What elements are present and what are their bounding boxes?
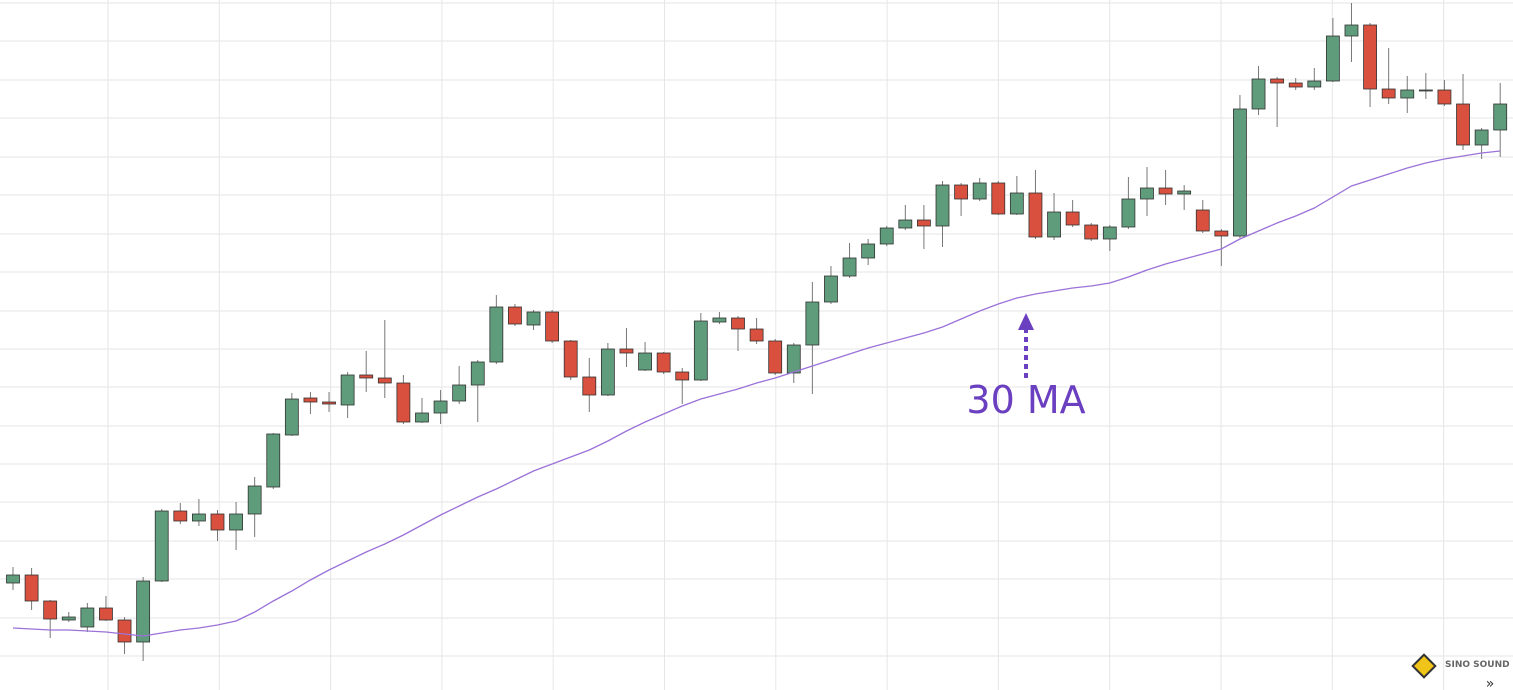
candle-body [1251, 78, 1266, 110]
candle-body [563, 340, 578, 378]
candle-body [1084, 224, 1099, 240]
candle-body [1009, 192, 1024, 215]
candle-body [1437, 89, 1452, 105]
candle-body [879, 227, 894, 245]
candle-body [210, 513, 225, 531]
candle-body [693, 320, 708, 381]
candle-body [582, 376, 597, 396]
candle-body [377, 377, 392, 384]
candle-body [1047, 211, 1061, 238]
candle-body [1121, 198, 1136, 228]
candle-body [972, 182, 987, 200]
candle-body [861, 243, 876, 259]
candle-body [154, 510, 169, 582]
candle-body [1418, 89, 1433, 92]
candle-body [1400, 89, 1415, 99]
candle-body [1270, 78, 1285, 84]
candle-body [991, 182, 1006, 215]
candle-body [1214, 230, 1229, 237]
candle-body [1177, 190, 1192, 195]
candle-body [731, 317, 745, 330]
candle-body [1344, 24, 1359, 37]
candle-body [266, 433, 281, 488]
candle-body [935, 184, 950, 227]
candle-body [768, 340, 783, 374]
candle-body [452, 384, 467, 402]
candle-body [340, 374, 355, 406]
candle-body [1307, 80, 1322, 88]
candle-body [508, 306, 522, 325]
candle-body [675, 371, 690, 381]
plot [6, 3, 1508, 661]
candle-body [1028, 192, 1043, 238]
candle-body [415, 412, 429, 423]
candle-body [24, 574, 39, 602]
annotation: 30 MA [966, 378, 1085, 422]
candle-body [786, 344, 801, 374]
candle-body [1158, 187, 1173, 195]
candle-body [433, 400, 448, 414]
annotation-arrowhead [1018, 313, 1034, 330]
ma-line [12, 150, 1501, 637]
candle-body [303, 397, 318, 403]
watermark: SINO SOUND » [1411, 653, 1510, 690]
candle-body [1456, 103, 1470, 146]
candle-body [191, 513, 206, 522]
candle-body [1363, 24, 1377, 90]
candle-body [824, 275, 838, 303]
candle-body [1065, 211, 1080, 226]
candle-body [1493, 103, 1508, 131]
candle-body [229, 513, 243, 531]
candle-body [1233, 108, 1247, 237]
watermark-text: SINO SOUND [1445, 660, 1510, 670]
candle-body [99, 607, 113, 621]
scroll-icon[interactable]: » [1486, 676, 1495, 690]
candle-body [284, 398, 299, 436]
candle-body [638, 352, 652, 371]
candle-body [6, 574, 20, 584]
candle-body [136, 580, 151, 643]
candle-body [117, 619, 132, 643]
candle-body [526, 311, 541, 326]
candle-body [917, 219, 931, 227]
candle-body [1381, 88, 1396, 99]
candle-body [322, 401, 336, 405]
candle-body [619, 348, 634, 354]
candle-body [470, 361, 485, 386]
candle-body [1102, 226, 1117, 240]
candle-body [43, 600, 58, 620]
candle-body [1474, 129, 1489, 146]
candle-body [656, 352, 671, 373]
candle-body [1288, 82, 1303, 88]
watermark-logo [1411, 653, 1437, 679]
candle-body [805, 301, 820, 346]
candle-body [489, 306, 504, 363]
candle-body [80, 607, 95, 628]
candle-body [1325, 35, 1340, 82]
candle-body [954, 184, 968, 200]
candle-body [247, 485, 262, 515]
candle-body [712, 317, 727, 323]
candle-body [600, 348, 615, 396]
candle-body [749, 328, 764, 342]
candle-body [396, 382, 411, 423]
candle-body [545, 311, 560, 342]
candle-body [1140, 187, 1154, 200]
candle-body [842, 257, 857, 277]
candle-body [173, 510, 188, 522]
candle-body [61, 616, 76, 621]
candle-body [1195, 209, 1210, 232]
candle-body [898, 219, 913, 229]
candle-body [359, 374, 374, 379]
